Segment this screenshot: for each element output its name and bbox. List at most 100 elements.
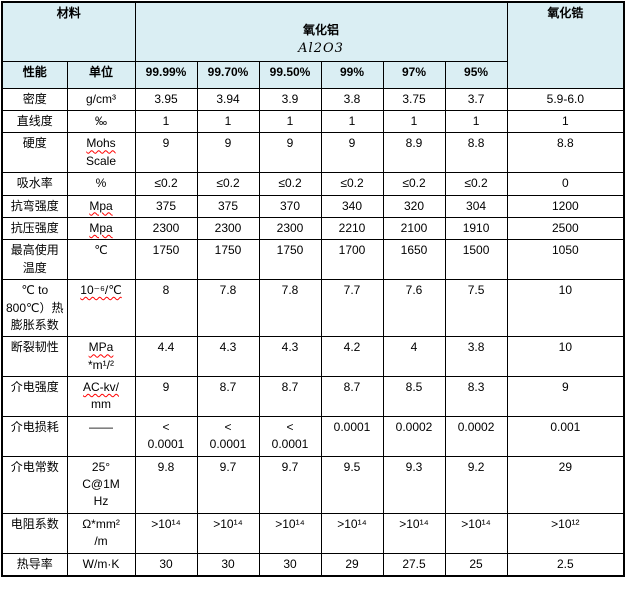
value-cell: >10¹⁴ bbox=[382, 512, 446, 554]
property-cell: 介电强度 bbox=[1, 376, 68, 417]
value-cell: 30 bbox=[196, 552, 260, 577]
value-cell: 0.0001 bbox=[320, 415, 384, 457]
value-cell: 9 bbox=[196, 132, 260, 174]
purity-column-header-2: 99.70% bbox=[196, 60, 260, 89]
unit-cell: ‰ bbox=[66, 110, 136, 134]
value-cell: < 0.0001 bbox=[196, 415, 260, 457]
unit-cell: MPa *m¹/² bbox=[66, 336, 136, 378]
value-cell: 1750 bbox=[258, 239, 322, 281]
value-cell: >10¹⁴ bbox=[196, 512, 260, 554]
value-cell: >10¹⁴ bbox=[258, 512, 322, 554]
unit-cell: Ω*mm² /m bbox=[66, 512, 136, 554]
value-cell: 2100 bbox=[382, 216, 446, 241]
value-cell: 3.7 bbox=[444, 87, 508, 112]
value-cell: 1700 bbox=[320, 239, 384, 281]
value-cell: 4.4 bbox=[134, 336, 198, 378]
property-cell: 吸水率 bbox=[1, 172, 68, 196]
value-cell: ≤0.2 bbox=[382, 172, 446, 196]
unit-cell: —— bbox=[66, 415, 136, 457]
value-cell: 4.3 bbox=[258, 336, 322, 378]
value-cell: 4.3 bbox=[196, 336, 260, 378]
unit-cell: 25° C@1M Hz bbox=[66, 455, 136, 514]
table-row: 介电强度 AC-kv/ mm 9 8.7 8.7 8.7 8.5 8.3 9 bbox=[1, 376, 625, 417]
zirconia-value-cell: 8.8 bbox=[506, 132, 625, 174]
property-column-header: 性能 bbox=[1, 60, 68, 89]
value-cell: 1 bbox=[444, 110, 508, 134]
table-row: 介电常数 25° C@1M Hz 9.8 9.7 9.7 9.5 9.3 9.2 29 bbox=[1, 455, 625, 514]
value-cell: 7.5 bbox=[444, 279, 508, 338]
value-cell: 7.6 bbox=[382, 279, 446, 338]
header-row-columns: 性能 单位 99.99% 99.70% 99.50% 99% 97% 95% bbox=[1, 60, 624, 89]
value-cell: 29 bbox=[320, 552, 384, 577]
zirconia-value-cell: 1050 bbox=[506, 239, 625, 281]
zirconia-value-cell: 2.5 bbox=[506, 552, 625, 577]
alumina-formula: Al2O3 bbox=[298, 40, 344, 56]
value-cell: 7.8 bbox=[258, 279, 322, 338]
property-cell: 热导率 bbox=[1, 552, 68, 577]
property-cell: 抗弯强度 bbox=[1, 194, 68, 218]
value-cell: 7.8 bbox=[196, 279, 260, 338]
unit-cell: Mpa bbox=[66, 216, 136, 241]
unit-cell: W/m·K bbox=[66, 552, 136, 577]
value-cell: 9 bbox=[258, 132, 322, 174]
value-cell: 1910 bbox=[444, 216, 508, 241]
zirconia-value-cell: 1200 bbox=[506, 194, 625, 218]
table-row: ℃ to 800℃）热膨胀系数 10⁻⁶/℃ 8 7.8 7.8 7.7 7.6 7.5 10 bbox=[1, 279, 625, 338]
value-cell: ≤0.2 bbox=[258, 172, 322, 196]
value-cell: 9.7 bbox=[258, 455, 322, 514]
document-page: 材料 氧化铝 Al2O3 氧化锆 性能 单位 99.99% 99.70% 99.… bbox=[1, 1, 625, 577]
unit-cell: Mpa bbox=[66, 194, 136, 218]
value-cell: 7.7 bbox=[320, 279, 384, 338]
zirconia-value-cell: 9 bbox=[506, 376, 625, 417]
value-cell: 1650 bbox=[382, 239, 446, 281]
property-cell: 抗压强度 bbox=[1, 216, 68, 241]
property-cell: 断裂韧性 bbox=[1, 336, 68, 378]
value-cell: 2210 bbox=[320, 216, 384, 241]
value-cell: 4 bbox=[382, 336, 446, 378]
value-cell: 340 bbox=[320, 194, 384, 218]
value-cell: 9.2 bbox=[444, 455, 508, 514]
value-cell: 1750 bbox=[196, 239, 260, 281]
value-cell: 9.5 bbox=[320, 455, 384, 514]
table-body: 密度 g/cm³ 3.95 3.94 3.9 3.8 3.75 3.7 5.9-6.0 直线度 ‰ 1… bbox=[1, 87, 625, 577]
zirconia-value-cell: >10¹² bbox=[506, 512, 625, 554]
value-cell: 2300 bbox=[258, 216, 322, 241]
value-cell: >10¹⁴ bbox=[320, 512, 384, 554]
value-cell: 8.5 bbox=[382, 376, 446, 417]
value-cell: 8.8 bbox=[444, 132, 508, 174]
value-cell: 1 bbox=[134, 110, 198, 134]
property-cell: 密度 bbox=[1, 87, 68, 112]
unit-cell: g/cm³ bbox=[66, 87, 136, 112]
property-cell: 介电损耗 bbox=[1, 415, 68, 457]
table-row: 直线度 ‰ 1 1 1 1 1 1 1 bbox=[1, 110, 625, 134]
value-cell: 3.94 bbox=[196, 87, 260, 112]
value-cell: 8.7 bbox=[258, 376, 322, 417]
unit-cell: Mohs Scale bbox=[66, 132, 136, 174]
purity-column-header-5: 97% bbox=[382, 60, 446, 89]
table-row: 热导率 W/m·K 30 30 30 29 27.5 25 2.5 bbox=[1, 552, 625, 577]
zirconia-value-cell: 1 bbox=[506, 110, 625, 134]
value-cell: 3.8 bbox=[444, 336, 508, 378]
value-cell: < 0.0001 bbox=[258, 415, 322, 457]
table-row: 介电损耗 —— < 0.0001 < 0.0001 < 0.0001 0.0001 0.00… bbox=[1, 415, 625, 457]
value-cell: 30 bbox=[134, 552, 198, 577]
unit-column-header: 单位 bbox=[66, 60, 136, 89]
value-cell: ≤0.2 bbox=[320, 172, 384, 196]
alumina-header-cell: 氧化铝 Al2O3 bbox=[134, 1, 508, 62]
value-cell: ≤0.2 bbox=[134, 172, 198, 196]
value-cell: 2300 bbox=[196, 216, 260, 241]
property-cell: 直线度 bbox=[1, 110, 68, 134]
value-cell: 370 bbox=[258, 194, 322, 218]
value-cell: 8.7 bbox=[196, 376, 260, 417]
value-cell: 25 bbox=[444, 552, 508, 577]
property-cell: 电阻系数 bbox=[1, 512, 68, 554]
purity-column-header-6: 95% bbox=[444, 60, 508, 89]
unit-cell: ℃ bbox=[66, 239, 136, 281]
value-cell: 3.75 bbox=[382, 87, 446, 112]
zirconia-value-cell: 2500 bbox=[506, 216, 625, 241]
unit-cell: % bbox=[66, 172, 136, 196]
value-cell: 8.9 bbox=[382, 132, 446, 174]
value-cell: 3.95 bbox=[134, 87, 198, 112]
properties-table: 材料 氧化铝 Al2O3 氧化锆 性能 单位 99.99% 99.70% 99.… bbox=[1, 1, 625, 577]
table-row: 最高使用温度 ℃ 1750 1750 1750 1700 1650 1500 1050 bbox=[1, 239, 625, 281]
